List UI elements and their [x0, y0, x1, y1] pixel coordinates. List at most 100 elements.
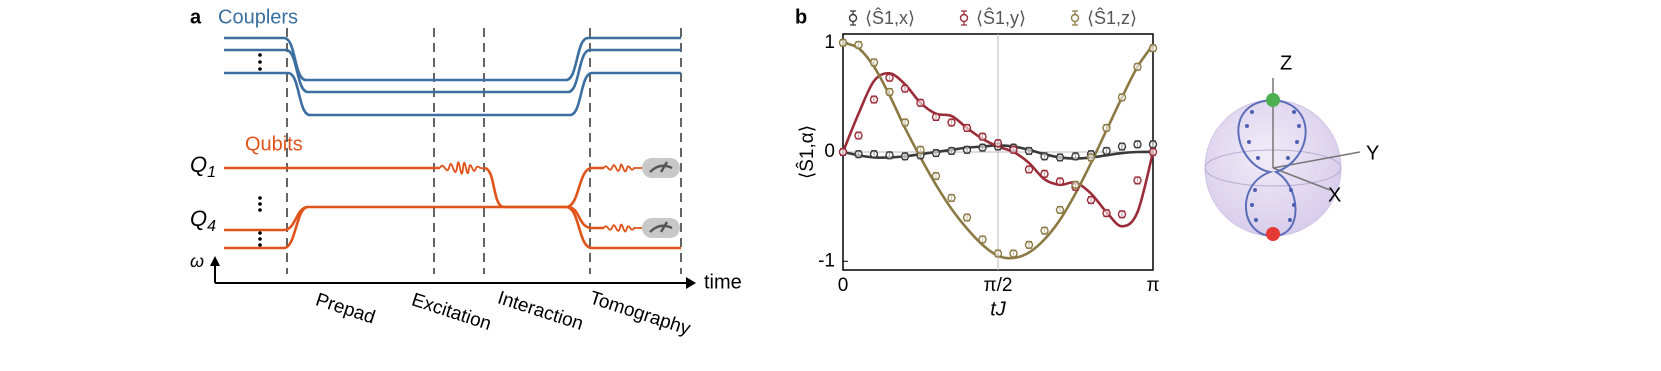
data-point	[916, 145, 925, 155]
data-point	[1133, 176, 1142, 185]
data-point	[947, 146, 956, 156]
x-axis-label: tJ	[990, 298, 1007, 320]
data-point	[1055, 153, 1065, 162]
legend-marker	[848, 13, 858, 23]
data-point	[885, 151, 894, 160]
legend-label: ⟨Ŝ1,y⟩	[976, 7, 1026, 28]
data-point	[1024, 240, 1034, 250]
data-point	[1024, 146, 1034, 156]
data-point	[869, 58, 879, 67]
data-point	[1009, 249, 1018, 258]
panel-a: a Couplers Qubits Q1 Q4 ω time Prepad Ex…	[190, 6, 742, 340]
data-point	[978, 143, 987, 152]
data-point	[947, 193, 956, 203]
data-point	[1071, 152, 1080, 161]
data-point	[1133, 140, 1142, 149]
stage-label: Interaction	[495, 288, 586, 335]
qubit-symbol: Q	[190, 152, 207, 177]
data-point	[838, 147, 848, 157]
data-point	[900, 152, 910, 161]
x-tick-label: 0	[838, 275, 849, 296]
data-point	[854, 149, 863, 159]
x-tick-label: π	[1146, 275, 1159, 296]
time-axis-label: time	[704, 271, 742, 293]
data-point	[1086, 195, 1096, 205]
data-point	[978, 235, 987, 244]
data-point	[1024, 165, 1034, 174]
axis-label: Z	[1280, 52, 1292, 74]
stage-label: Tomography	[587, 288, 693, 340]
legend-marker	[1070, 13, 1080, 23]
data-point	[962, 145, 972, 155]
legend-marker	[959, 13, 969, 23]
qubit-subscript: 4	[207, 218, 216, 235]
data-point	[838, 38, 848, 47]
axis-label: X	[1328, 184, 1341, 206]
data-point	[900, 84, 910, 93]
bloch-sphere: Z Y X	[1204, 52, 1379, 241]
qubit-label: Q4	[190, 206, 216, 235]
axis-label: Y	[1366, 142, 1379, 164]
data-point	[869, 149, 879, 159]
data-point	[1117, 210, 1127, 219]
data-point	[931, 171, 941, 181]
qubit-label: Q1	[190, 152, 216, 181]
data-point	[1009, 145, 1018, 155]
couplers-label: Couplers	[218, 6, 298, 28]
data-point	[962, 123, 972, 133]
data-point	[885, 87, 894, 97]
data-point	[931, 148, 941, 158]
qubit-subscript: 1	[207, 164, 216, 181]
panel-label: b	[795, 6, 807, 28]
data-point	[1040, 226, 1049, 235]
arrow-head	[686, 277, 696, 289]
legend-label: ⟨Ŝ1,z⟩	[1087, 7, 1137, 28]
data-point	[1102, 208, 1111, 218]
stage-separators	[286, 28, 682, 274]
data-point	[947, 118, 956, 127]
data-point	[1055, 177, 1065, 186]
arrow-head	[210, 256, 220, 266]
data-point	[1117, 142, 1127, 151]
y-tick-label: 1	[824, 32, 835, 53]
data-point	[993, 139, 1003, 148]
x-tick-label: π/2	[984, 275, 1013, 296]
y-tick-label: -1	[818, 250, 835, 271]
data-point	[1148, 140, 1158, 149]
data-point	[931, 112, 941, 122]
data-point	[1148, 147, 1158, 157]
data-point	[1117, 93, 1127, 102]
qubits-label: Qubits	[245, 133, 303, 155]
panel-label: a	[190, 6, 202, 28]
data-point	[885, 73, 894, 82]
data-point	[1102, 123, 1111, 133]
legend-label: ⟨Ŝ1,x⟩	[865, 7, 915, 28]
data-point	[978, 132, 987, 141]
data-point	[916, 98, 925, 108]
data-point	[1040, 169, 1049, 179]
data-point	[1086, 153, 1096, 162]
data-point	[1055, 205, 1065, 215]
stage-label: Excitation	[409, 290, 494, 335]
data-point	[854, 131, 863, 140]
frequency-axis-label: ω	[190, 251, 204, 271]
data-point	[1102, 146, 1111, 156]
y-axis-label: ⟨Ŝ1,α⟩	[796, 125, 818, 179]
data-point	[1071, 180, 1080, 189]
data-point	[900, 118, 910, 127]
data-point	[1148, 44, 1158, 53]
data-point	[1040, 152, 1049, 161]
stage-label: Prepad	[313, 290, 378, 329]
data-point	[854, 40, 863, 50]
data-point	[962, 213, 972, 222]
data-point	[869, 95, 879, 104]
coupler-lines	[224, 36, 681, 117]
qubit-symbol: Q	[190, 206, 207, 231]
qubit-lines	[224, 158, 681, 250]
y-tick-label: 0	[824, 141, 835, 162]
data-point	[1133, 62, 1142, 71]
data-point	[993, 249, 1003, 258]
